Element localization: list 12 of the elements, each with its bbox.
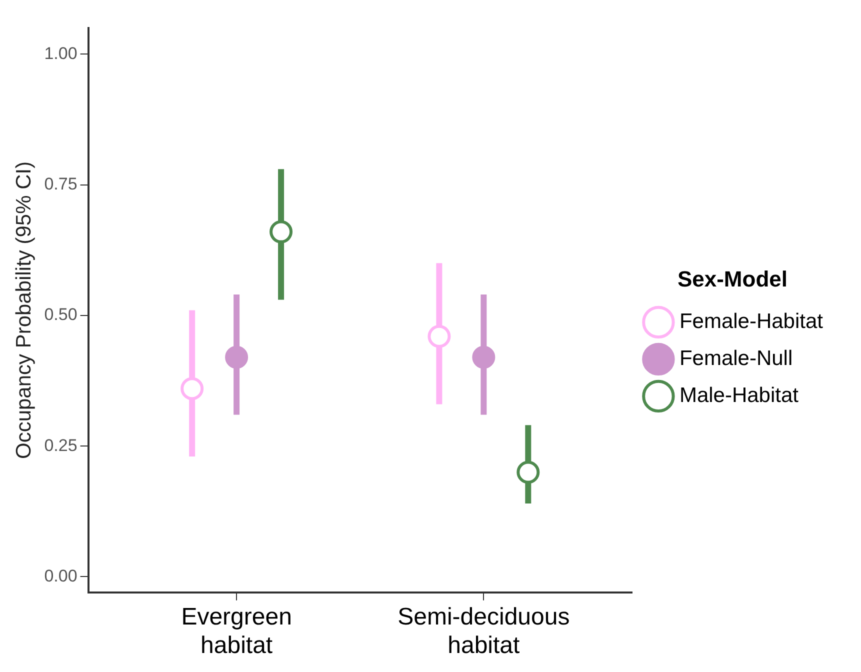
x-tick-label: Semi-deciduous habitat [398,603,570,660]
legend-label: Female-Null [679,346,793,370]
legend-label: Female-Habitat [679,310,824,333]
y-tick-label: 1.00 [44,44,78,63]
y-tick-label: 0.00 [44,566,78,586]
legend-label: Male-Habitat [679,384,799,407]
y-tick-label: 0.50 [44,305,78,324]
x-tick-label: Evergreen habitat [181,603,292,660]
y-axis-title: Occupancy Probability (95% CI) [12,161,36,460]
y-tick-label: 0.75 [44,174,78,194]
y-tick-label: 0.25 [44,436,78,455]
legend-title: Sex-Model [677,266,788,292]
